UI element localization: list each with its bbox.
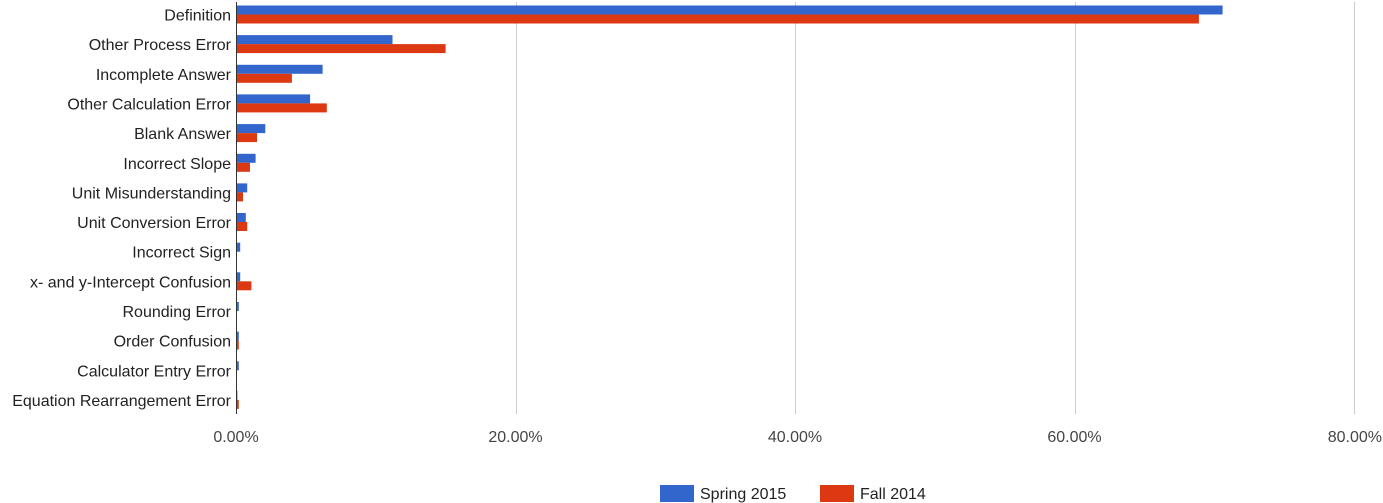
bar[interactable] [236, 399, 239, 409]
category-label: Equation Rearrangement Error [12, 393, 231, 410]
category-label: Rounding Error [123, 304, 232, 321]
category-label: Calculator Entry Error [77, 363, 231, 380]
bar[interactable] [236, 64, 323, 74]
category-label: Incomplete Answer [96, 67, 232, 84]
x-tick-label: 20.00% [488, 429, 542, 446]
bar[interactable] [236, 302, 239, 311]
legend-swatch [660, 485, 694, 502]
legend-item[interactable]: Spring 2015 [660, 485, 786, 503]
bar[interactable] [236, 94, 311, 104]
category-label: Other Process Error [89, 37, 232, 54]
category-label: Unit Conversion Error [77, 215, 232, 232]
category-label: Incorrect Sign [132, 245, 231, 262]
bar[interactable] [236, 242, 241, 252]
bar[interactable] [236, 340, 239, 350]
bar[interactable] [236, 222, 248, 231]
bar[interactable] [236, 103, 327, 113]
bars [236, 5, 1223, 409]
bar[interactable] [236, 14, 1199, 24]
legend-label: Spring 2015 [700, 486, 786, 503]
category-label: x- and y-Intercept Confusion [30, 274, 231, 291]
x-tick-label: 80.00% [1328, 429, 1382, 446]
bar[interactable] [236, 272, 241, 282]
bar[interactable] [236, 183, 248, 193]
category-label: Order Confusion [114, 334, 231, 351]
bar[interactable] [236, 73, 292, 83]
legend-label: Fall 2014 [860, 486, 926, 503]
category-label: Blank Answer [134, 126, 232, 143]
bar[interactable] [236, 192, 243, 202]
category-label: Definition [164, 8, 231, 25]
bar[interactable] [236, 361, 239, 371]
category-label: Unit Misunderstanding [72, 185, 231, 202]
x-tick-label: 0.00% [213, 429, 258, 446]
bar[interactable] [236, 44, 446, 54]
bar[interactable] [236, 124, 266, 134]
category-label: Other Calculation Error [67, 96, 231, 113]
category-labels: Definition Other Process Error Incomplete … [12, 8, 231, 410]
bar[interactable] [236, 35, 393, 45]
legend-item[interactable]: Fall 2014 [820, 485, 926, 503]
legend-swatch [820, 485, 854, 502]
x-tick-label: 40.00% [768, 429, 822, 446]
legend[interactable]: Spring 2015 Fall 2014 [660, 485, 926, 503]
x-tick-label: 60.00% [1047, 429, 1101, 446]
bar[interactable] [236, 213, 246, 222]
bar[interactable] [236, 153, 256, 163]
bar[interactable] [236, 5, 1223, 15]
category-label: Incorrect Slope [123, 156, 231, 173]
bar[interactable] [236, 133, 257, 143]
x-tick-labels: 0.00% 20.00% 40.00% 60.00% 80.00% [213, 429, 1382, 446]
bar[interactable] [236, 331, 239, 341]
bar[interactable] [236, 281, 252, 291]
gridlines [516, 2, 1355, 414]
bar[interactable] [236, 162, 250, 172]
